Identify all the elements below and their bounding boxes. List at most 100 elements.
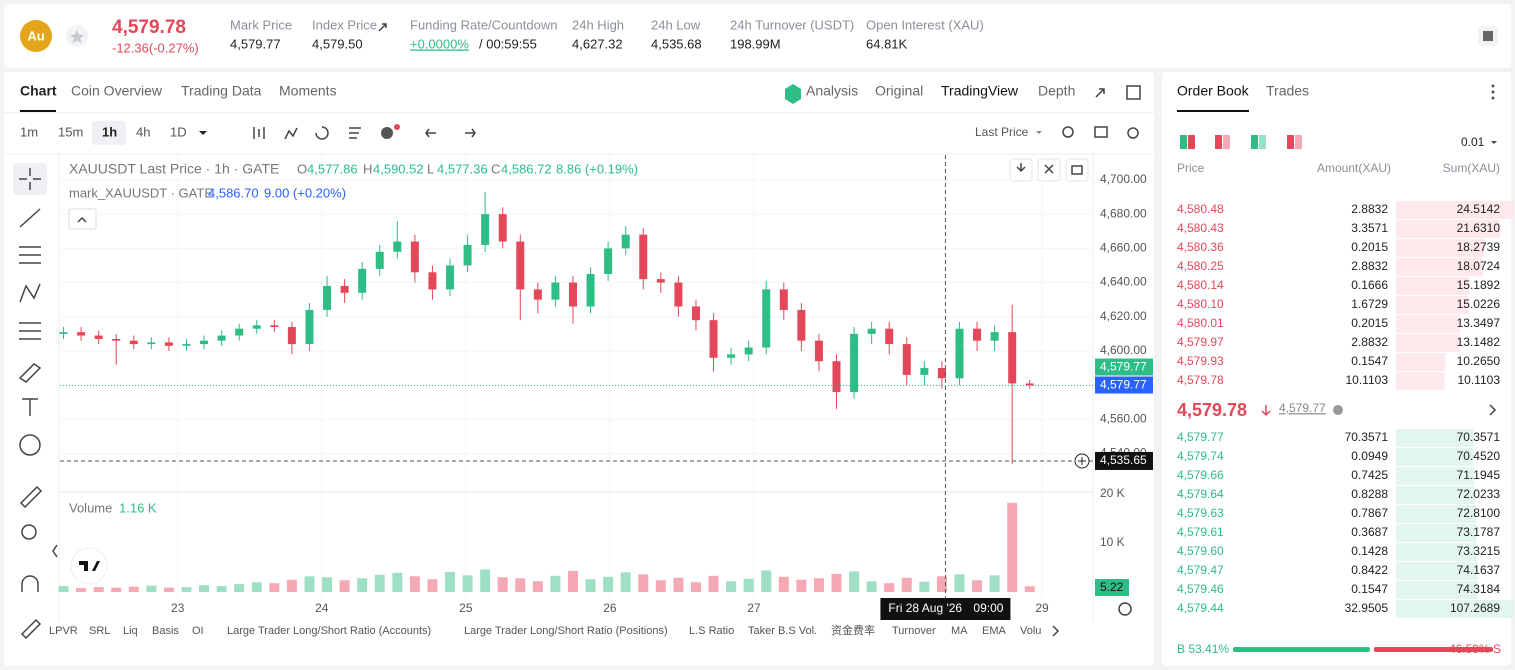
- brush-tool[interactable]: [18, 363, 42, 383]
- precision[interactable]: 0.01: [1461, 135, 1485, 149]
- interval[interactable]: 1m: [20, 124, 38, 139]
- ob-price[interactable]: 4,579.93: [1177, 354, 1224, 368]
- ob-price[interactable]: 4,580.25: [1177, 259, 1224, 273]
- analysis-icon: [785, 84, 801, 104]
- ob-price[interactable]: 4,580.48: [1177, 202, 1224, 216]
- toolbar-icon[interactable]: [349, 127, 361, 139]
- indicator[interactable]: Basis: [152, 625, 179, 637]
- menu-dot[interactable]: [1491, 96, 1495, 100]
- coin-icon[interactable]: [20, 20, 52, 52]
- ruler-tool[interactable]: [19, 485, 43, 509]
- indicator[interactable]: 资金费率: [831, 623, 875, 637]
- tool-selected[interactable]: [13, 163, 47, 195]
- chart-tab[interactable]: Trading Data: [181, 83, 262, 99]
- indicator[interactable]: Taker B.S Vol.: [748, 625, 817, 637]
- ob-price[interactable]: 4,579.47: [1177, 563, 1224, 577]
- indicator[interactable]: Turnover: [892, 625, 936, 637]
- ob-price[interactable]: 4,580.43: [1177, 221, 1224, 235]
- indicator[interactable]: Volu: [1020, 625, 1041, 637]
- magnet-tool[interactable]: [21, 575, 39, 592]
- ob-price[interactable]: 4,579.63: [1177, 506, 1224, 520]
- projection-tool[interactable]: [19, 322, 41, 340]
- chevron-right[interactable]: [1489, 404, 1497, 416]
- indicator[interactable]: OI: [192, 625, 204, 637]
- toolbar-icon[interactable]: [425, 128, 436, 138]
- mode-icon[interactable]: [1287, 135, 1294, 149]
- indicator[interactable]: MA: [951, 625, 968, 637]
- dropdown[interactable]: [199, 131, 207, 135]
- indicator[interactable]: Large Trader Long/Short Ratio (Positions…: [464, 625, 668, 637]
- ob-price[interactable]: 4,579.66: [1177, 468, 1224, 482]
- volume-title: Volume: [69, 500, 112, 515]
- toolbar-icon[interactable]: [465, 128, 476, 138]
- view-tab[interactable]: Original: [875, 83, 923, 99]
- scroll-right[interactable]: [1052, 625, 1060, 637]
- x-tick-label: 26: [603, 601, 617, 615]
- ob-price[interactable]: 4,580.10: [1177, 297, 1224, 311]
- candle-body: [709, 320, 718, 358]
- zoom-tool[interactable]: [21, 524, 37, 540]
- ob-price[interactable]: 4,579.97: [1177, 335, 1224, 349]
- indicator[interactable]: EMA: [982, 625, 1007, 637]
- collapse-handle[interactable]: [52, 544, 58, 558]
- ob-price[interactable]: 4,579.60: [1177, 544, 1224, 558]
- pattern-tool[interactable]: [19, 283, 41, 303]
- ob-price[interactable]: 4,579.78: [1177, 373, 1224, 387]
- interval[interactable]: 4h: [136, 124, 150, 139]
- ob-tab[interactable]: Trades: [1266, 83, 1309, 99]
- menu-dot[interactable]: [1491, 90, 1495, 94]
- layout-button[interactable]: [1126, 85, 1141, 100]
- ob-price[interactable]: 4,580.01: [1177, 316, 1224, 330]
- search-button[interactable]: [1062, 126, 1074, 138]
- ob-price[interactable]: 4,580.14: [1177, 278, 1224, 292]
- snapshot-button[interactable]: [1094, 126, 1108, 138]
- emoji-tool[interactable]: [19, 434, 41, 456]
- view-tab[interactable]: TradingView: [941, 83, 1019, 99]
- mode-icon[interactable]: [1251, 135, 1258, 149]
- price-source[interactable]: Last Price: [975, 125, 1029, 139]
- chart-tab[interactable]: Moments: [279, 83, 337, 99]
- view-tab[interactable]: Analysis: [806, 83, 858, 99]
- ob-price[interactable]: 4,579.46: [1177, 582, 1224, 596]
- fullscreen-button[interactable]: [1095, 88, 1105, 98]
- menu-dot[interactable]: [1491, 84, 1495, 88]
- fib-tool[interactable]: [19, 246, 41, 264]
- ob-price[interactable]: 4,580.36: [1177, 240, 1224, 254]
- depth-bar: [1396, 315, 1461, 333]
- settings-icon[interactable]: [1118, 602, 1132, 616]
- mode-icon[interactable]: [1215, 135, 1222, 149]
- ob-price[interactable]: 4,579.61: [1177, 525, 1224, 539]
- crosshair-tool[interactable]: [19, 168, 41, 190]
- toolbar-icon[interactable]: [253, 127, 265, 139]
- interval[interactable]: 1h: [102, 124, 117, 139]
- candle-body: [112, 338, 121, 341]
- text-tool[interactable]: [22, 398, 38, 416]
- lock-tool[interactable]: [20, 618, 42, 640]
- gear-button[interactable]: [1127, 127, 1139, 139]
- interval[interactable]: 1D: [170, 124, 187, 139]
- toolbar-icon[interactable]: [284, 127, 298, 140]
- mode-icon[interactable]: [1180, 135, 1187, 149]
- candle-body: [393, 241, 402, 252]
- y-tick-label: 4,600.00: [1100, 343, 1147, 357]
- indicator[interactable]: SRL: [89, 625, 110, 637]
- interval[interactable]: 15m: [58, 124, 83, 139]
- ob-price[interactable]: 4,579.77: [1177, 430, 1224, 444]
- trendline-tool[interactable]: [19, 208, 41, 228]
- ob-price[interactable]: 4,579.44: [1177, 601, 1224, 615]
- indicator[interactable]: L.S Ratio: [689, 625, 734, 637]
- chart-tab[interactable]: Coin Overview: [71, 83, 163, 99]
- indicator[interactable]: Liq: [123, 625, 138, 637]
- indicator[interactable]: LPVR: [49, 625, 78, 637]
- indicator[interactable]: Large Trader Long/Short Ratio (Accounts): [227, 625, 431, 637]
- toolbar-icon[interactable]: [315, 126, 329, 140]
- ob-price[interactable]: 4,579.74: [1177, 449, 1224, 463]
- chart-tab[interactable]: Chart: [20, 83, 57, 99]
- ob-price[interactable]: 4,579.64: [1177, 487, 1224, 501]
- pane-button[interactable]: [1065, 158, 1089, 182]
- indicator-button[interactable]: [381, 127, 393, 139]
- view-tab[interactable]: Depth: [1038, 83, 1075, 99]
- ob-tab[interactable]: Order Book: [1177, 83, 1250, 99]
- candle-body: [902, 344, 911, 375]
- external-icon[interactable]: [378, 23, 387, 32]
